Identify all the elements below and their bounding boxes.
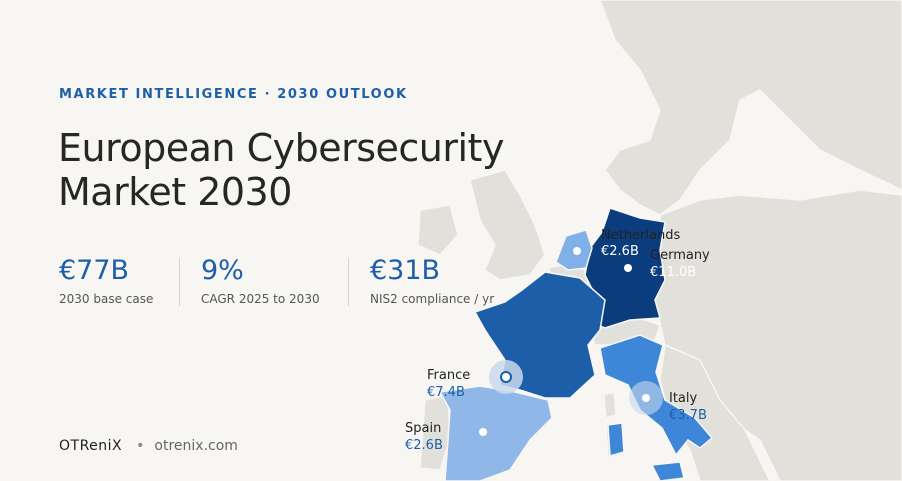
marker-spain[interactable] (479, 428, 487, 436)
stat-value: €77B (59, 255, 130, 286)
marker-netherlands[interactable] (573, 247, 581, 255)
country-italy-sardinia[interactable] (607, 422, 625, 457)
stat-divider (179, 258, 180, 306)
marker-germany[interactable] (624, 264, 632, 272)
label-france-value: €7.4B (427, 385, 465, 400)
stat-cagr: 9% CAGR 2025 to 2030 (201, 255, 320, 307)
label-germany-value: €11.0B (650, 265, 696, 280)
site-link[interactable]: otrenix.com (154, 438, 238, 454)
stat-market-size: €77B 2030 base case (59, 255, 154, 307)
brand-name: OTReniX (59, 438, 123, 454)
stat-value: 9% (201, 255, 244, 286)
title-line-2: Market 2030 (58, 170, 292, 214)
label-netherlands-value: €2.6B (601, 244, 639, 259)
title-line-1: European Cybersecurity (58, 126, 504, 170)
label-spain-name: Spain (405, 421, 441, 436)
country-italy-sicily[interactable] (650, 461, 685, 481)
info-panel: MARKET INTELLIGENCE · 2030 OUTLOOK Europ… (58, 87, 558, 454)
marker-france[interactable] (500, 371, 512, 383)
label-spain-value: €2.6B (405, 438, 443, 453)
land-ireland (417, 204, 459, 256)
footer-separator: • (136, 438, 145, 454)
label-netherlands-name: Netherlands (601, 228, 680, 243)
stat-nis2: €31B NIS2 compliance / yr (370, 255, 495, 307)
stat-label: NIS2 compliance / yr (370, 292, 495, 306)
land-scandinavia (599, 0, 902, 216)
label-france-name: France (427, 368, 470, 383)
footer: OTReniX • otrenix.com (59, 438, 238, 454)
stat-divider (348, 258, 349, 306)
eyebrow-label: MARKET INTELLIGENCE · 2030 OUTLOOK (59, 87, 408, 102)
label-italy-value: €3.7B (669, 408, 707, 423)
marker-italy[interactable] (642, 394, 650, 402)
page-title: European Cybersecurity Market 2030 (58, 126, 558, 214)
land-corsica (603, 391, 617, 419)
land-gb (469, 169, 546, 281)
stat-label: 2030 base case (59, 292, 154, 306)
label-italy-name: Italy (669, 391, 698, 406)
stat-label: CAGR 2025 to 2030 (201, 292, 320, 306)
label-germany-name: Germany (650, 248, 710, 263)
stat-value: €31B (370, 255, 441, 286)
